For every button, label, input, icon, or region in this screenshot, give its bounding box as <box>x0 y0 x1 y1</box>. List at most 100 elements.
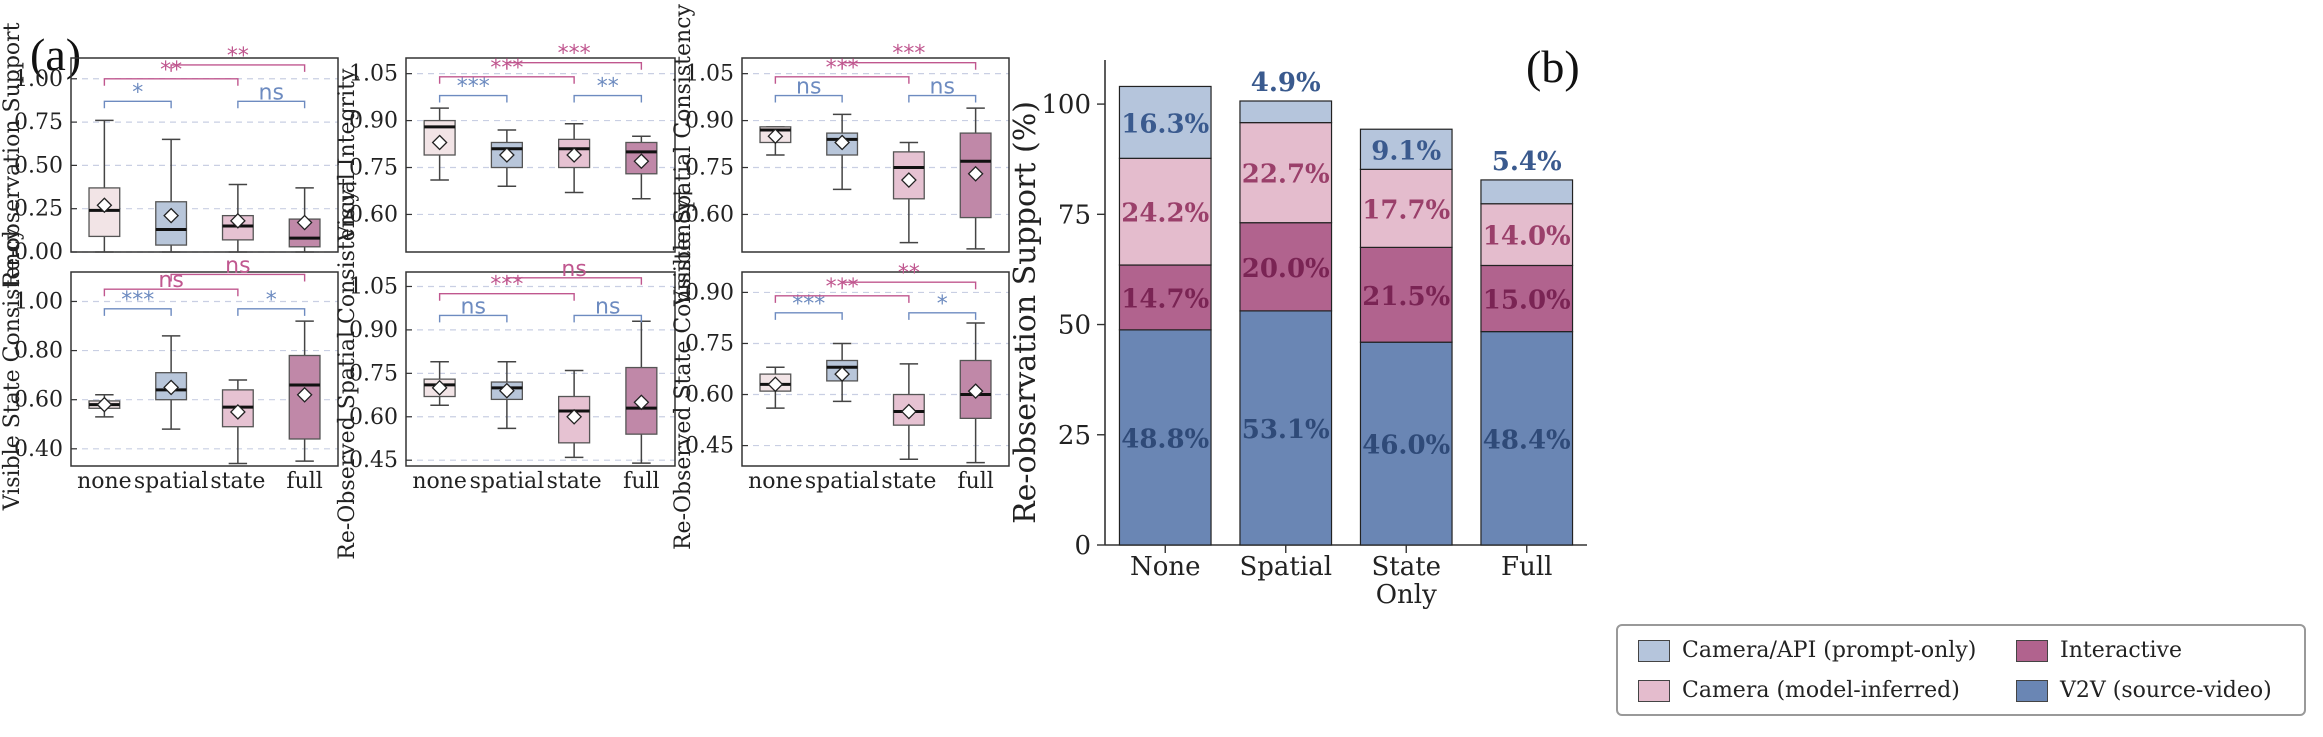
bar-segment-0 <box>1118 329 1212 546</box>
plot-frame <box>70 57 339 253</box>
y-tick-label: 0.60 <box>349 405 398 430</box>
legend-label-interactive: Interactive <box>2060 638 2182 663</box>
significance-bracket <box>841 281 977 290</box>
legend-item-interactive: Interactive <box>2016 638 2182 663</box>
significance-label: ** <box>227 44 249 69</box>
significance-bracket <box>170 273 306 282</box>
significance-bracket <box>908 312 977 320</box>
bar-segment-1 <box>1118 264 1212 331</box>
bar-value-label: 53.1% <box>1242 415 1330 445</box>
y-axis-label: Re-Observed Spatial Consistency† <box>335 178 360 559</box>
y-tick-label: 0.90 <box>349 109 398 134</box>
legend-swatch-camera-api <box>1638 639 1670 662</box>
significance-bracket <box>438 94 508 103</box>
bar-value-label: 22.7% <box>1242 160 1330 190</box>
significance-bracket <box>438 76 575 84</box>
x-tick-label: Full <box>1501 552 1552 582</box>
legend-swatch-camera-inferred <box>1638 679 1670 702</box>
significance-label: * <box>132 80 143 105</box>
significance-bracket <box>573 314 643 323</box>
bar-segment-2 <box>1118 157 1212 266</box>
y-tick-label: 1.05 <box>349 62 398 87</box>
mean-marker <box>163 207 180 224</box>
y-tick-label: 0.75 <box>685 331 734 356</box>
y-axis-label: Re-Observed State Consistency† <box>671 188 696 550</box>
x-tick-label: full <box>623 469 659 494</box>
y-tick-label: 0.45 <box>685 434 734 459</box>
significance-label: *** <box>121 288 154 313</box>
x-tick-label: Spatial <box>1239 552 1332 582</box>
y-tick-label: 0.60 <box>349 202 398 227</box>
x-tick-label: full <box>957 469 993 494</box>
significance-label: *** <box>892 42 925 67</box>
bar-value-label: 17.7% <box>1362 195 1450 225</box>
significance-bracket <box>908 94 977 103</box>
legend-item-camera-api: Camera/API (prompt-only) <box>1638 638 1976 663</box>
significance-label: * <box>937 292 948 317</box>
significance-label: ** <box>898 261 920 286</box>
legend: Camera/API (prompt-only) Interactive Cam… <box>1616 624 2306 716</box>
bar-segment-1 <box>1239 222 1333 312</box>
significance-bracket <box>237 308 306 316</box>
y-axis-label: Re-observation Support <box>0 22 25 287</box>
bar-segment-3 <box>1480 179 1574 205</box>
y-tick-label: 0.45 <box>349 448 398 473</box>
x-tick-label: none <box>77 469 132 494</box>
y-tick-label: 0.60 <box>14 388 63 413</box>
bar-value-label: 21.5% <box>1362 282 1450 312</box>
mean-marker <box>296 214 313 231</box>
y-tick-label: 0.60 <box>685 383 734 408</box>
y-axis-label: Visual Integrity <box>335 68 360 242</box>
y-tick-label: 0.75 <box>685 156 734 181</box>
significance-label: *** <box>457 75 490 100</box>
x-tick-label: full <box>286 469 322 494</box>
y-tick-label: 0.75 <box>14 110 63 135</box>
y-tick-label: 0 <box>1074 531 1091 561</box>
x-tick-label: state <box>547 469 602 494</box>
stacked-bar-chart-re-observation-support: 0 25 50 75 100 48.8% 14.7% 24.2% 16.3% None 53.1% 2… <box>1008 60 1587 610</box>
x-tick-label: none <box>412 469 467 494</box>
significance-bracket <box>438 293 575 301</box>
box-plot-re-observation-support: 0.000.250.500.751.00* ns****Re-observatio… <box>0 22 339 288</box>
mean-marker <box>900 172 917 188</box>
bar-segment-3 <box>1118 85 1212 159</box>
mean-marker <box>900 403 917 420</box>
significance-bracket <box>774 295 910 303</box>
significance-bracket <box>506 61 643 70</box>
mean-marker <box>967 383 984 400</box>
x-tick-label: State <box>1371 552 1441 582</box>
y-tick-label: 0.90 <box>685 280 734 305</box>
plot-frame <box>405 57 676 253</box>
y-tick-label: 0.75 <box>349 361 398 386</box>
y-tick-label: 25 <box>1058 421 1091 451</box>
box-plot-visual-integrity: 0.600.750.901.05*** ********Visual Integr… <box>335 42 676 253</box>
significance-bracket <box>103 100 172 109</box>
x-tick-label: None <box>1130 552 1201 582</box>
panel-label-a: (a) <box>30 29 81 80</box>
y-tick-label: 50 <box>1058 311 1091 341</box>
legend-item-camera-inferred: Camera (model-inferred) <box>1638 678 1960 703</box>
bar-value-label: 20.0% <box>1242 254 1330 284</box>
y-tick-label: 0.25 <box>14 197 63 222</box>
bar-segment-0 <box>1480 331 1574 546</box>
y-tick-label: 0.50 <box>14 153 63 178</box>
mean-marker <box>296 386 313 403</box>
significance-label: *** <box>490 273 523 298</box>
y-axis-label: Visible State Consistency <box>0 227 25 511</box>
y-axis-label: Re-observation Support (%) <box>1008 101 1043 524</box>
legend-label-camera-api: Camera/API (prompt-only) <box>1682 638 1977 663</box>
x-tick-label: state <box>881 469 936 494</box>
bar-segment-0 <box>1359 341 1453 546</box>
bar-segment-2 <box>1239 122 1333 224</box>
mean-marker <box>498 147 515 163</box>
mean-marker <box>498 382 515 399</box>
mean-marker <box>834 134 851 151</box>
x-tick-label: spatial <box>134 469 209 494</box>
mean-marker <box>767 376 784 393</box>
significance-bracket <box>774 94 843 103</box>
x-tick-label: spatial <box>805 469 880 494</box>
x-tick-label: none <box>748 469 803 494</box>
y-axis-label: Visible Spatial Consistency <box>671 3 696 307</box>
x-tick-label: Only <box>1376 580 1437 610</box>
